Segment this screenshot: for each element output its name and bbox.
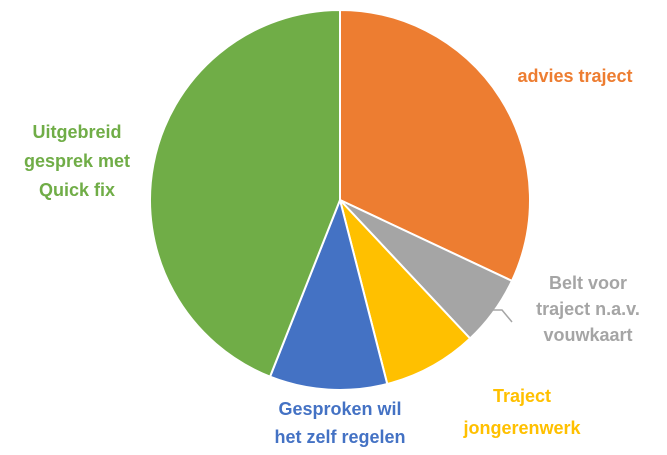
slice-label-4: Uitgebreid gesprek met Quick fix: [24, 122, 130, 200]
slice-label-0-line-0: advies traject: [517, 66, 632, 86]
slice-label-0: advies traject: [517, 66, 632, 86]
slice-label-2: Traject jongerenwerk: [462, 386, 581, 438]
pie-slice-3: [268, 196, 389, 391]
pie-slice-2: [339, 199, 472, 386]
slice-label-1-line-0: Belt voor: [549, 273, 627, 293]
slice-label-3: Gesproken wil het zelf regelen: [274, 399, 405, 447]
pie-slices: [149, 8, 531, 391]
slice-label-4-line-0: Uitgebreid: [32, 122, 121, 142]
slice-label-4-line-1: gesprek met: [24, 151, 130, 171]
slice-label-1: Belt voor traject n.a.v. vouwkaart: [536, 273, 640, 345]
slice-label-1-line-2: vouwkaart: [543, 325, 632, 345]
slice-label-2-line-0: Traject: [493, 386, 551, 406]
slice-label-4-line-2: Quick fix: [39, 180, 115, 200]
slice-label-3-line-1: het zelf regelen: [274, 427, 405, 447]
leader-line-belt-voor: [490, 309, 513, 323]
pie-slice-4: [149, 8, 341, 378]
pie-slice-0: [339, 8, 531, 283]
slice-label-1-line-1: traject n.a.v.: [536, 299, 640, 319]
slice-label-3-line-0: Gesproken wil: [278, 399, 401, 419]
slice-label-2-line-1: jongerenwerk: [462, 418, 581, 438]
slice-labels: advies traject Belt voor traject n.a.v. vou…: [24, 66, 640, 447]
